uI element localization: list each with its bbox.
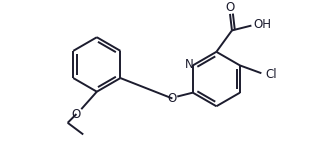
- Text: O: O: [168, 92, 177, 105]
- Text: N: N: [185, 58, 193, 71]
- Text: OH: OH: [253, 18, 271, 31]
- Text: O: O: [225, 1, 235, 14]
- Text: O: O: [72, 108, 81, 121]
- Text: Cl: Cl: [265, 68, 277, 81]
